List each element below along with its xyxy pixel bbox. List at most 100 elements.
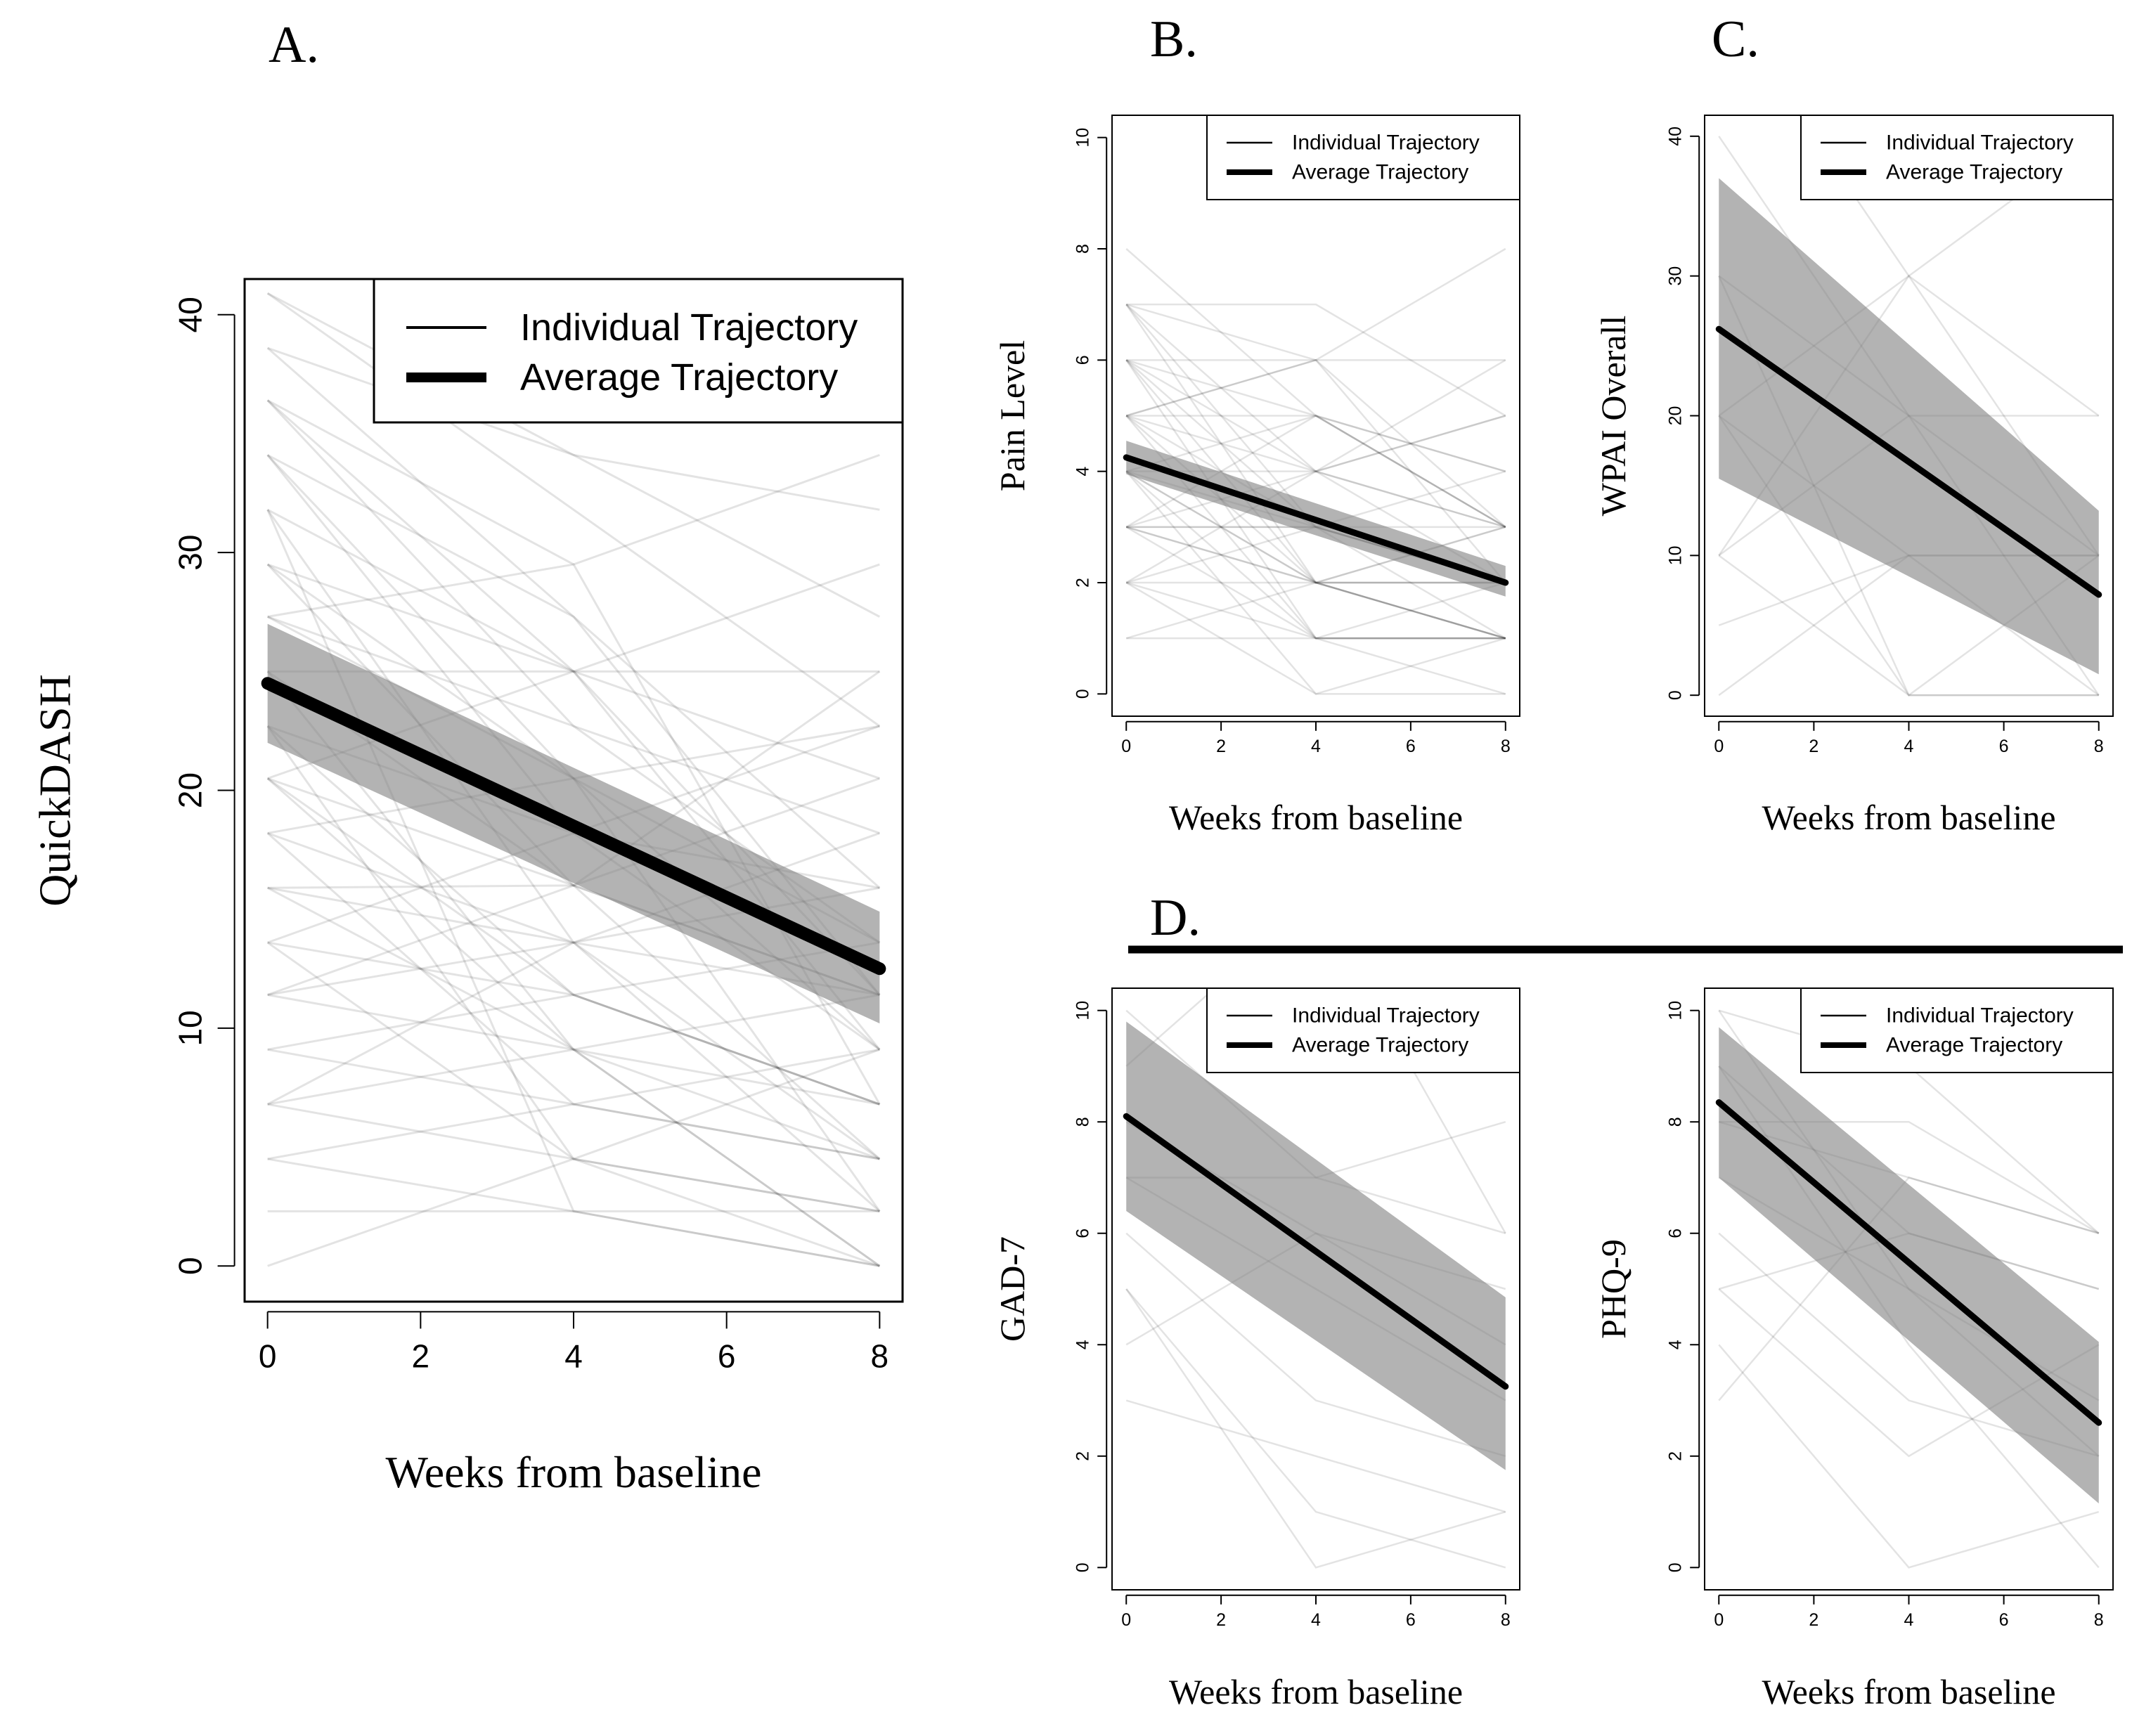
legend: Individual Trajectory Average Trajectory (1206, 987, 1520, 1073)
y-tick-label: 0 (1073, 1562, 1093, 1572)
x-tick-label: 0 (1121, 737, 1131, 756)
y-tick-label: 20 (172, 772, 209, 808)
individual-trajectory (1125, 303, 1506, 583)
x-tick-label: 2 (1216, 1610, 1226, 1630)
individual-trajectory (1125, 526, 1506, 584)
confidence-band (1126, 1021, 1506, 1470)
panel-2: 0 2 4 6 8 0 2 4 6 8 10 Weeks from baseline Pain Leve… (993, 11, 1520, 837)
y-tick-label: 10 (172, 1010, 209, 1046)
legend-label: Individual Trajectory (520, 306, 858, 349)
individual-trajectory (1125, 1288, 1506, 1569)
y-axis: 0 10 20 30 40 (172, 297, 235, 1275)
legend-label: Individual Trajectory (1886, 1004, 2074, 1028)
x-axis-title: Weeks from baseline (1169, 798, 1463, 837)
panel-label: C. (1712, 11, 1759, 68)
x-axis: 0 2 4 6 8 (1714, 1594, 2104, 1630)
average-trajectory-line (1715, 325, 2102, 598)
legend-label: Average Trajectory (1292, 1034, 1468, 1057)
x-tick-label: 0 (1121, 1610, 1131, 1630)
y-tick-label: 8 (1073, 244, 1093, 254)
individual-trajectory (1125, 581, 1506, 695)
y-tick-label: 40 (172, 297, 209, 332)
individual-trajectory (266, 777, 880, 1106)
individual-trajectory (266, 292, 881, 727)
y-tick-label: 40 (1666, 127, 1686, 146)
y-tick-label: 10 (1073, 1001, 1093, 1021)
average-trajectory-line (1715, 1099, 2102, 1426)
individual-trajectory (1125, 359, 1506, 640)
y-tick-label: 20 (1666, 406, 1686, 426)
legend-label: Average Trajectory (1886, 1034, 2062, 1057)
panel-label: B. (1150, 11, 1198, 68)
plot-area (1123, 988, 1509, 1569)
y-axis-title: WPAI Overall (1594, 316, 1633, 517)
individual-trajectory (267, 777, 880, 889)
individual-trajectory (1125, 415, 1506, 472)
individual-trajectory (267, 671, 881, 996)
y-tick-label: 4 (1073, 1340, 1093, 1349)
individual-trajectory (1718, 1344, 2100, 1569)
individual-trajectory (1125, 581, 1506, 640)
x-tick-label: 8 (1501, 737, 1511, 756)
individual-trajectory (1125, 359, 1506, 417)
individual-trajectory (267, 1158, 880, 1267)
individual-trajectory (266, 671, 881, 1267)
individual-trajectory (266, 292, 880, 511)
individual-trajectory (267, 346, 881, 618)
individual-trajectory (1718, 555, 2099, 697)
x-tick-label: 6 (718, 1338, 736, 1375)
x-axis: 0 2 4 6 8 (1121, 1594, 1511, 1630)
legend-label: Average Trajectory (1886, 161, 2062, 184)
individual-trajectory (1125, 248, 1506, 528)
legend-label: Average Trajectory (1292, 161, 1468, 184)
x-axis-title: Weeks from baseline (385, 1447, 761, 1497)
x-tick-label: 4 (1311, 737, 1321, 756)
plot-area (1123, 247, 1509, 695)
individual-trajectory (1125, 988, 1506, 1234)
individual-trajectory (1125, 247, 1506, 417)
x-axis-title: Weeks from baseline (1762, 1672, 2055, 1711)
section-d-label: D. (1150, 889, 1201, 947)
x-tick-label: 0 (259, 1338, 277, 1375)
individual-trajectory (1125, 526, 1506, 640)
y-tick-label: 6 (1073, 1229, 1093, 1238)
y-tick-label: 4 (1073, 467, 1093, 477)
y-tick-label: 0 (172, 1257, 209, 1275)
y-tick-label: 10 (1666, 1001, 1686, 1021)
individual-trajectory (267, 831, 881, 1212)
individual-trajectory (267, 941, 880, 1106)
individual-trajectory (1125, 359, 1506, 640)
y-tick-label: 4 (1666, 1340, 1686, 1349)
x-tick-label: 4 (1904, 737, 1914, 756)
legend-label: Individual Trajectory (1886, 131, 2074, 155)
individual-trajectory (267, 1103, 880, 1212)
y-tick-label: 10 (1666, 545, 1686, 565)
individual-trajectory (266, 564, 881, 1160)
individual-trajectory (1125, 359, 1506, 695)
x-tick-label: 0 (1714, 1610, 1724, 1630)
x-tick-label: 6 (1999, 1610, 2009, 1630)
y-tick-label: 10 (1073, 128, 1093, 148)
panel-4: 0 2 4 6 8 0 2 4 6 8 10 Weeks from baseline GAD-7 Indi… (993, 987, 1520, 1711)
individual-trajectory (266, 725, 880, 1267)
y-tick-label: 30 (1666, 266, 1686, 286)
y-axis-title: PHQ-9 (1594, 1239, 1633, 1339)
y-tick-label: 30 (172, 535, 209, 571)
individual-trajectory (1125, 415, 1506, 472)
x-tick-label: 6 (1406, 737, 1416, 756)
legend: Individual Trajectory Average Trajectory (1800, 115, 2114, 200)
y-axis: 0 2 4 6 8 10 (1073, 128, 1108, 699)
individual-trajectory (266, 941, 880, 1212)
x-axis: 0 2 4 6 8 (1714, 720, 2104, 756)
y-tick-label: 8 (1666, 1117, 1686, 1127)
individual-trajectory (267, 1048, 880, 1160)
x-tick-label: 4 (564, 1338, 583, 1375)
x-tick-label: 4 (1311, 1610, 1321, 1630)
panel-label: A. (269, 16, 319, 74)
individual-trajectory (1126, 303, 1506, 417)
x-tick-label: 6 (1999, 737, 2009, 756)
y-axis-title: Pain Level (993, 340, 1032, 491)
y-axis: 0 2 4 6 8 10 (1666, 1001, 1700, 1572)
individual-trajectory (267, 994, 880, 1106)
x-tick-label: 4 (1904, 1610, 1914, 1630)
